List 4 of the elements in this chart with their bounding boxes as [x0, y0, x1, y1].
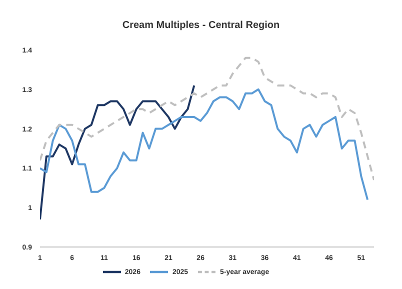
line-series — [40, 56, 374, 182]
chart-title: Cream Multiples - Central Region — [121, 19, 281, 33]
line-series — [40, 84, 196, 220]
line-series — [40, 88, 369, 201]
